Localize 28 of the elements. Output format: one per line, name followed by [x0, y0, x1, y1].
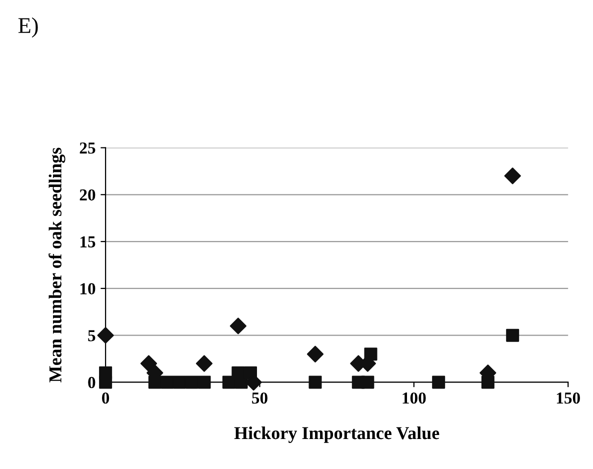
point — [173, 376, 186, 389]
point — [306, 346, 324, 362]
point — [504, 168, 521, 184]
point — [198, 376, 211, 389]
chart-title: E) — [18, 17, 38, 38]
y-tick-label: 20 — [80, 189, 96, 201]
point — [432, 376, 446, 389]
y-tick-label: 10 — [80, 283, 96, 294]
y-tick-label: 15 — [80, 236, 96, 248]
x-axis-title: Hickory Importance Value — [234, 426, 440, 443]
point — [99, 376, 112, 389]
point — [361, 376, 374, 389]
x-tick-label: 0 — [102, 392, 110, 404]
point — [506, 328, 520, 342]
point — [140, 355, 158, 372]
y-tick-label: 5 — [88, 330, 96, 342]
point — [185, 376, 198, 389]
point — [97, 327, 114, 344]
point — [196, 355, 213, 372]
y-tick-label: 0 — [88, 376, 96, 388]
x-tick-label: 150 — [556, 392, 580, 404]
y-axis-title: Mean number of oak seedlings — [48, 148, 66, 382]
x-tick-label: 50 — [252, 392, 268, 404]
x-tick-label: 100 — [402, 392, 426, 404]
point — [160, 376, 174, 389]
point — [230, 318, 246, 334]
y-tick-label: 25 — [80, 142, 96, 154]
point — [308, 376, 322, 389]
